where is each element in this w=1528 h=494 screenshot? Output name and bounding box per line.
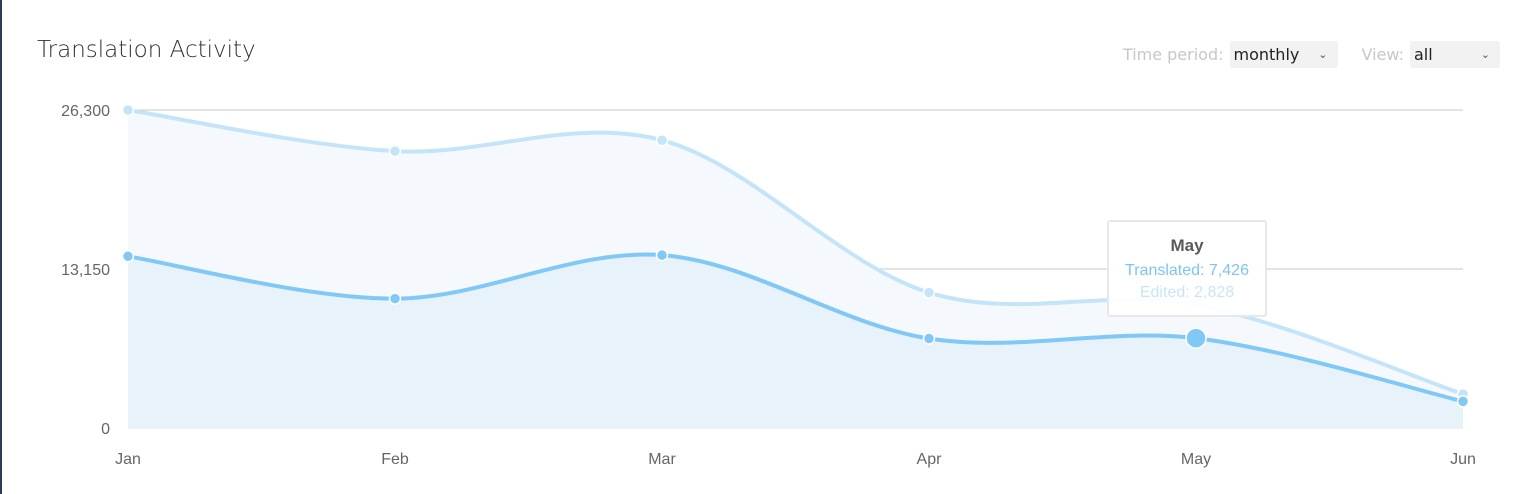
view-label: View: bbox=[1361, 45, 1404, 64]
data-point bbox=[388, 144, 402, 158]
data-point bbox=[1456, 395, 1470, 408]
x-tick-label: Apr bbox=[917, 451, 943, 468]
tooltip-translated: Translated: 7,426 bbox=[1125, 262, 1249, 279]
time-period-label: Time period: bbox=[1122, 45, 1224, 64]
time-period-select[interactable]: monthly ⌄ bbox=[1229, 41, 1338, 68]
x-tick-label: May bbox=[1181, 451, 1211, 468]
data-point bbox=[922, 286, 936, 299]
data-point bbox=[1185, 327, 1207, 349]
x-tick-label: Mar bbox=[648, 451, 676, 468]
chart-controls: Time period: monthly ⌄ View: all ⌄ bbox=[1123, 41, 1500, 68]
data-point bbox=[655, 133, 669, 147]
x-tick-label: Jun bbox=[1450, 451, 1476, 468]
chart-title: Translation Activity bbox=[37, 37, 256, 63]
series-area bbox=[128, 254, 1463, 428]
y-tick-label: 0 bbox=[101, 421, 110, 438]
data-point bbox=[655, 248, 669, 262]
data-point bbox=[121, 103, 135, 117]
chevron-down-icon: ⌄ bbox=[1480, 48, 1490, 61]
x-tick-label: Jan bbox=[115, 451, 141, 468]
chart-tooltip: May Translated: 7,426 Edited: 2,828 bbox=[1107, 220, 1267, 317]
series-line bbox=[126, 252, 1465, 404]
y-tick-label: 26,300 bbox=[61, 103, 110, 120]
left-border bbox=[0, 0, 2, 494]
chevron-down-icon: ⌄ bbox=[1318, 48, 1328, 61]
x-tick-label: Feb bbox=[381, 451, 409, 468]
time-period-value: monthly bbox=[1233, 45, 1300, 64]
tooltip-edited: Edited: 2,828 bbox=[1139, 284, 1235, 301]
view-select[interactable]: all ⌄ bbox=[1410, 41, 1500, 68]
view-value: all bbox=[1414, 45, 1433, 64]
y-tick-label: 13,150 bbox=[61, 262, 110, 279]
data-point bbox=[121, 250, 135, 263]
data-point bbox=[388, 292, 402, 305]
tooltip-title: May bbox=[1170, 236, 1204, 255]
data-point bbox=[922, 332, 936, 345]
